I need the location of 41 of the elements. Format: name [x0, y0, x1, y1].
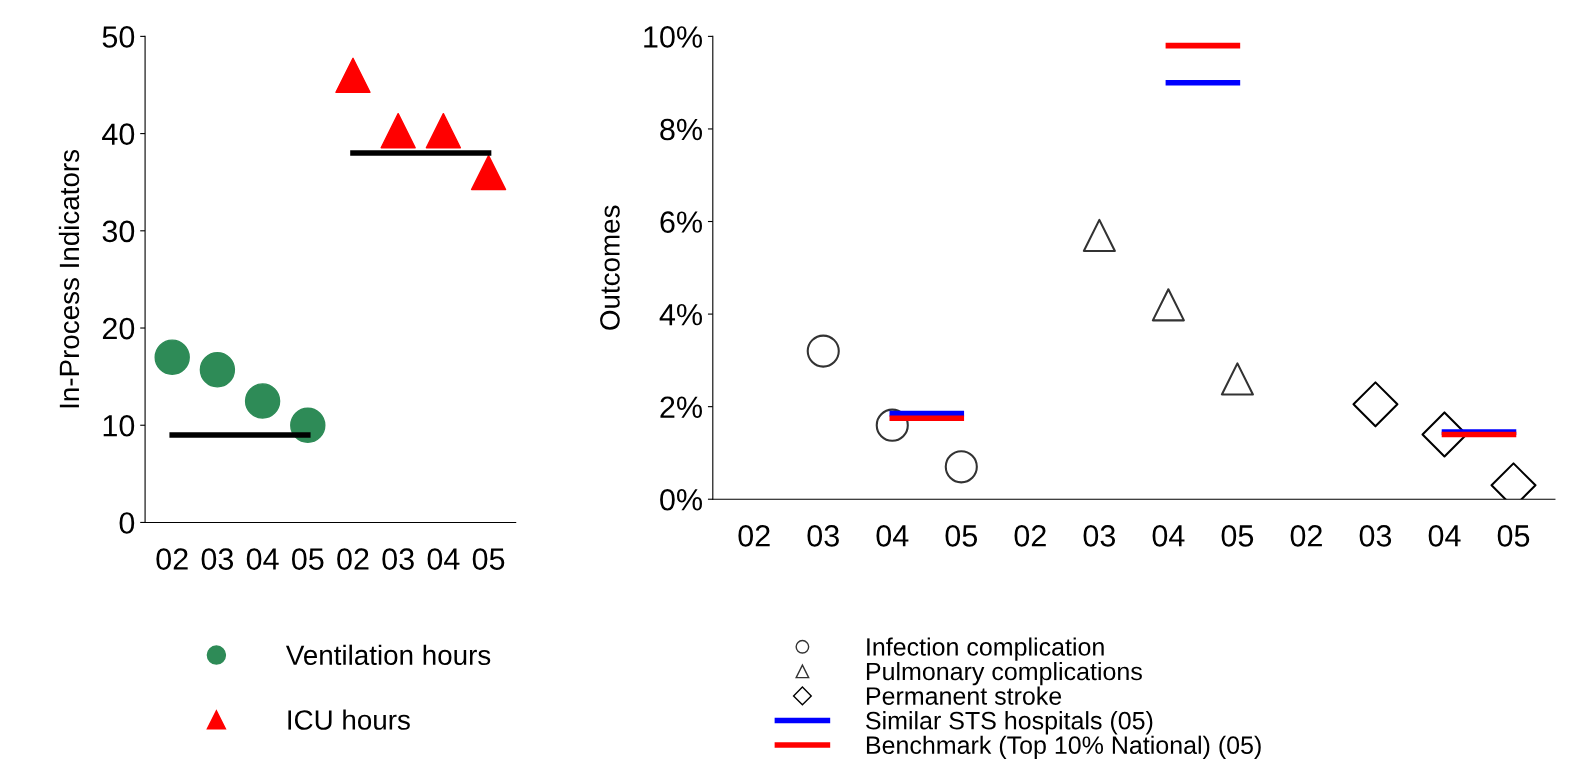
x-tick-label: 05	[945, 525, 978, 547]
x-tick-label: 05	[291, 548, 324, 570]
y-tick-label: 50	[102, 26, 135, 48]
x-tick-label: 04	[1428, 525, 1461, 547]
y-tick-label: 20	[102, 317, 135, 340]
legend-label: ICU hours	[288, 709, 410, 730]
y-tick-label: 10	[103, 414, 135, 437]
legend-label: Permanent stroke	[866, 686, 1062, 705]
x-tick-label: 05	[1497, 525, 1530, 547]
legend-label: Pulmonary complications	[866, 662, 1142, 686]
x-tick-label: 03	[382, 548, 414, 570]
x-tick-label: 02	[156, 548, 188, 570]
legend-label: Infection complication	[867, 637, 1104, 661]
x-tick-label: 04	[1152, 525, 1185, 547]
legend-label: Benchmark (Top 10% National) (05)	[866, 735, 1261, 759]
x-tick-label: 05	[472, 548, 505, 570]
y-axis-title: Outcomes	[600, 205, 620, 330]
y-tick-label: 6%	[660, 211, 702, 233]
y-tick-label: 2%	[660, 396, 702, 418]
legend-label: Ventilation hours	[285, 644, 491, 666]
x-tick-label: 04	[427, 548, 460, 570]
x-tick-label: 04	[246, 548, 279, 570]
y-tick-label: 4%	[659, 303, 702, 326]
x-tick-label: 02	[1290, 525, 1322, 547]
legend-label: Similar STS hospitals (05)	[866, 711, 1153, 735]
x-tick-label: 03	[201, 548, 234, 570]
y-tick-label: 0	[119, 512, 135, 534]
y-tick-label: 30	[102, 220, 135, 243]
x-tick-label: 05	[1221, 525, 1254, 547]
x-tick-label: 03	[1083, 525, 1115, 547]
x-tick-label: 02	[1014, 525, 1046, 547]
y-tick-label: 40	[102, 123, 135, 145]
y-tick-label: 0%	[660, 488, 702, 511]
x-tick-label: 03	[807, 525, 839, 547]
x-tick-label: 04	[876, 525, 909, 547]
x-tick-label: 03	[1359, 525, 1392, 547]
x-tick-label: 02	[337, 548, 369, 570]
x-tick-label: 02	[738, 525, 770, 547]
y-axis-title: In-Process Indicators	[58, 149, 80, 408]
y-tick-label: 10%	[644, 26, 702, 48]
y-tick-label: 8%	[660, 118, 702, 141]
